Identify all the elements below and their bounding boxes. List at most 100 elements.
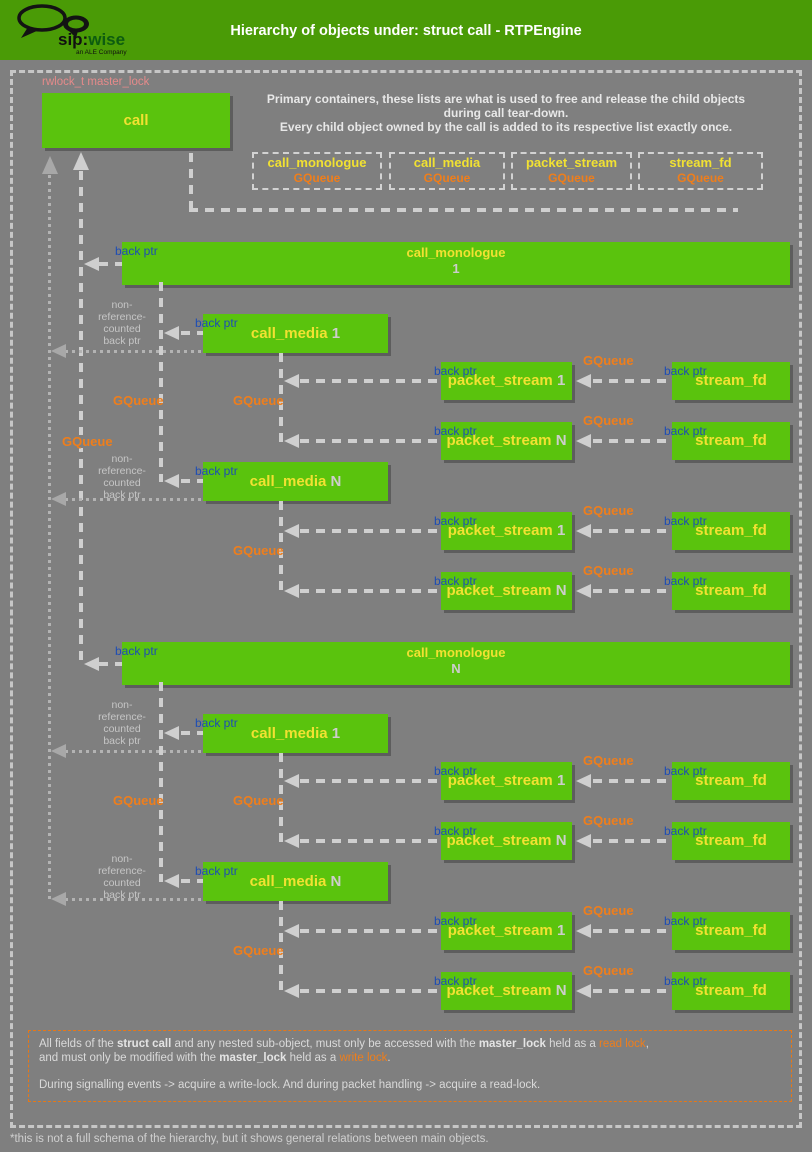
packet-stream-box: packet_stream 1 — [441, 912, 572, 950]
call-monologue-label: call_monologue — [406, 245, 506, 260]
non-ref-back-ptr-line: counted — [103, 323, 141, 335]
back-ptr-label: back ptr — [664, 974, 707, 988]
gqueue-stream-fd-line — [593, 529, 672, 533]
call-media-box-index: N — [330, 473, 342, 490]
back-ptr-stub-line — [181, 879, 203, 883]
back-ptr-label: back ptr — [664, 424, 707, 438]
back-ptr-label: back ptr — [434, 914, 477, 928]
logo-wise-text: wise — [88, 30, 126, 49]
container-type: GQueue — [293, 171, 341, 185]
container-call-monologue: call_monologue GQueue — [252, 152, 382, 190]
packet-stream-box-index: N — [555, 832, 567, 849]
intro-line-1: Primary containers, these lists are what… — [266, 92, 746, 106]
back-ptr-arrow-left — [284, 434, 299, 448]
packet-stream-box-index: N — [555, 982, 567, 999]
call-media-box: call_media N — [203, 462, 388, 501]
stream-fd-box: stream_fd — [672, 972, 790, 1010]
back-ptr-arrow-left — [164, 326, 179, 340]
back-ptr-arrow-left — [84, 657, 99, 671]
note-text: held as a — [545, 1038, 600, 1050]
back-ptr-arrow-left — [284, 374, 299, 388]
back-ptr-stub-line — [300, 529, 441, 533]
gqueue-media-list-line — [159, 282, 163, 482]
back-ptr-label: back ptr — [434, 764, 477, 778]
stream-fd-box-label: stream_fd — [695, 832, 767, 849]
packet-stream-box: packet_stream 1 — [441, 512, 572, 550]
container-stream-fd: stream_fd GQueue — [638, 152, 763, 190]
call-media-box-label: call_media — [250, 725, 328, 742]
gqueue-stream-list-line — [279, 353, 283, 445]
back-ptr-arrow-left — [576, 524, 591, 538]
call-media-box-label: call_media — [249, 473, 327, 490]
back-ptr-label: back ptr — [195, 864, 238, 878]
gqueue-media-list-line — [159, 682, 163, 882]
header-bar: sip:wise an ALE Company Hierarchy of obj… — [0, 0, 812, 60]
container-type: GQueue — [423, 171, 471, 185]
non-ref-back-ptr-line: back ptr — [103, 335, 141, 347]
back-ptr-arrow-left — [576, 834, 591, 848]
packet-stream-box-index: 1 — [556, 922, 566, 939]
container-packet-stream: packet_stream GQueue — [511, 152, 632, 190]
gqueue-label: GQueue — [62, 434, 113, 449]
non-ref-back-ptr-arrow-left — [51, 344, 66, 358]
packet-stream-box-label: packet_stream — [447, 372, 553, 389]
packet-stream-box-index: 1 — [556, 772, 566, 789]
back-ptr-label: back ptr — [195, 716, 238, 730]
gqueue-stream-fd-line — [593, 589, 672, 593]
container-call-media: call_media GQueue — [389, 152, 505, 190]
container-title: packet_stream — [525, 155, 618, 170]
back-ptr-label: back ptr — [195, 464, 238, 478]
note-text: struct call — [116, 1038, 172, 1050]
packet-stream-box-label: packet_stream — [446, 832, 552, 849]
gqueue-label: GQueue — [583, 503, 634, 518]
back-ptr-stub-line — [300, 379, 441, 383]
non-ref-back-ptr-line: non- — [111, 699, 133, 711]
gqueue-stream-list-line — [279, 901, 283, 995]
intro-line-3: Every child object owned by the call is … — [279, 120, 733, 134]
call-media-box-label: call_media — [250, 325, 328, 342]
gqueue-stream-list-line — [279, 753, 283, 845]
packet-stream-box: packet_stream N — [441, 972, 572, 1010]
back-ptr-stub-line — [300, 439, 441, 443]
gqueue-stream-fd-line — [593, 929, 672, 933]
back-ptr-label: back ptr — [664, 914, 707, 928]
gqueue-stream-list-line — [279, 501, 283, 595]
call-media-box-index: N — [330, 873, 342, 890]
container-title: stream_fd — [669, 155, 732, 170]
back-ptr-label: back ptr — [434, 824, 477, 838]
non-ref-back-ptr-label: non-reference-counted back ptr — [92, 299, 152, 347]
back-ptr-arrow-left — [576, 774, 591, 788]
stream-fd-box-label: stream_fd — [695, 982, 767, 999]
back-ptr-arrow-left — [84, 257, 99, 271]
call-media-box-index: 1 — [331, 325, 341, 342]
stream-fd-box: stream_fd — [672, 512, 790, 550]
call-monologue-index: N — [451, 661, 461, 676]
packet-stream-box-index: N — [555, 432, 567, 449]
call-media-box-index: 1 — [331, 725, 341, 742]
stream-fd-box-label: stream_fd — [695, 432, 767, 449]
packet-stream-box: packet_stream N — [441, 822, 572, 860]
back-ptr-stub-line — [300, 839, 441, 843]
back-ptr-stub-line — [300, 989, 441, 993]
non-ref-back-ptr-line: reference- — [98, 311, 146, 323]
back-ptr-arrow-left — [164, 474, 179, 488]
gqueue-label: GQueue — [233, 543, 284, 558]
gqueue-bus-line-horizontal — [189, 208, 738, 212]
packet-stream-box: packet_stream 1 — [441, 362, 572, 400]
back-ptr-arrow-left — [284, 584, 299, 598]
diagram-frame — [10, 70, 802, 1128]
call-media-box: call_media 1 — [203, 314, 388, 353]
back-ptr-arrow-up — [73, 152, 89, 170]
packet-stream-box-label: packet_stream — [446, 432, 552, 449]
call-monologue-box: call_monologue N — [122, 642, 790, 685]
call-media-box: call_media 1 — [203, 714, 388, 753]
stream-fd-box: stream_fd — [672, 572, 790, 610]
stream-fd-box-label: stream_fd — [695, 772, 767, 789]
gqueue-label: GQueue — [583, 903, 634, 918]
back-ptr-label: back ptr — [434, 424, 477, 438]
non-ref-back-ptr-line: counted — [103, 723, 141, 735]
non-ref-back-ptr-trunk-line — [48, 175, 51, 901]
stream-fd-box: stream_fd — [672, 822, 790, 860]
call-media-box: call_media N — [203, 862, 388, 901]
back-ptr-arrow-left — [284, 524, 299, 538]
